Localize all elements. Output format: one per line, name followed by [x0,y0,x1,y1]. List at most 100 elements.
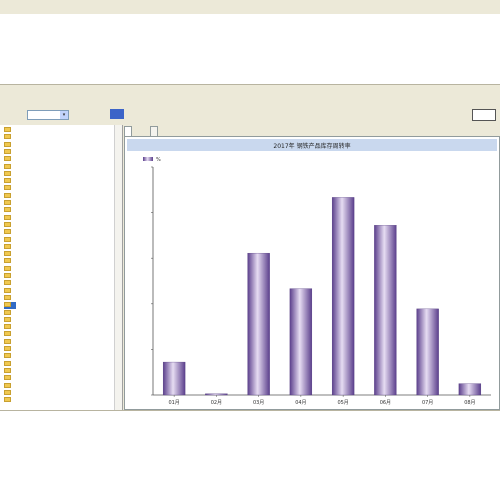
bar-chart: 2017年 钢铁产品库存周转率% 01月 02月 03月 04月 05月 06月 07月 08月 [127,139,497,406]
bar [162,361,186,396]
tree-item[interactable] [4,221,16,229]
chart-title-bar [127,139,497,151]
tree-item[interactable] [4,207,16,214]
folder-icon [4,207,11,213]
tree-item[interactable] [4,316,16,324]
app-window: ▾ 2017年 钢铁产品库存周转率% 01月 02月 03月 04月 05月 06月 07月 0… [0,84,500,411]
folder-icon [4,331,11,337]
folder-icon [4,382,11,388]
tree-item[interactable] [4,156,16,163]
folder-icon [4,163,11,169]
folder-icon [4,192,11,198]
folder-icon [4,287,11,293]
tree-item[interactable] [4,389,16,397]
export-button[interactable] [472,109,496,121]
folder-icon [4,178,11,184]
tree-item[interactable] [4,367,16,375]
tree-item[interactable] [4,127,16,134]
bar [331,197,355,396]
folder-icon [4,338,11,344]
tree-item[interactable] [4,382,16,390]
folder-icon [4,258,11,264]
folder-icon [4,214,11,220]
tree-item[interactable] [4,265,16,273]
folder-icon [4,273,11,278]
tree-scrollbar[interactable] [114,125,122,410]
tree-item[interactable] [4,214,16,222]
legend-label: % [156,157,161,163]
folder-icon [4,309,11,315]
x-tick-label: 08月 [464,400,475,406]
x-tick-label: 02月 [211,400,222,406]
tree-item[interactable] [4,302,16,310]
tree-item[interactable] [4,192,16,200]
x-tick-label: 06月 [380,400,391,406]
period-select[interactable]: ▾ [27,110,69,120]
bar [458,383,482,396]
tree-item[interactable] [4,324,16,331]
toolbar: ▾ [0,107,500,125]
folder-icon [4,294,11,300]
tree-item[interactable] [4,163,16,171]
tree-item[interactable] [4,360,16,368]
go-button[interactable] [110,109,124,119]
chevron-down-icon[interactable]: ▾ [60,111,68,119]
folder-icon [4,236,11,242]
tree-item[interactable] [4,309,16,317]
tree-item[interactable] [4,178,16,185]
window-titlebar [0,0,500,14]
tree-item[interactable] [4,397,16,404]
tree-item[interactable] [4,185,16,192]
folder-icon [4,170,11,176]
tree-item[interactable] [4,346,16,353]
chart-title: 2017年 钢铁产品库存周转率 [273,142,350,150]
folder-icon [4,127,11,132]
folder-icon [4,134,11,140]
tree-item[interactable] [4,331,16,338]
tree-item[interactable] [4,258,16,265]
tree-item[interactable] [4,148,16,156]
x-tick-label: 03月 [253,400,264,406]
tree-item[interactable] [4,141,16,149]
tree-item[interactable] [4,338,16,346]
folder-icon [4,397,11,403]
tree-item[interactable] [4,200,16,207]
x-tick-label: 01月 [168,400,179,406]
folder-icon [4,389,11,395]
folder-icon [4,280,11,286]
x-tick-label: 07月 [422,400,433,406]
folder-icon [4,221,11,227]
tree-item[interactable] [4,229,16,236]
tree-item[interactable] [4,134,16,141]
folder-icon [4,229,11,235]
tree-item[interactable] [4,170,16,178]
tree-item[interactable] [4,294,16,302]
folder-icon [4,302,11,308]
tree-item[interactable] [4,287,16,295]
folder-icon [4,156,11,162]
folder-icon [4,367,11,373]
folder-icon [4,141,11,147]
tree-item[interactable] [4,280,16,287]
tree-item[interactable] [4,243,16,251]
tree-item[interactable] [4,273,16,280]
x-tick-label: 04月 [295,400,306,406]
x-tick-label: 05月 [337,400,348,406]
category-tree [0,125,123,410]
folder-icon [4,353,11,359]
tree-item[interactable] [4,353,16,360]
folder-icon [4,148,11,154]
folder-icon [4,360,11,366]
bar [416,308,439,396]
folder-icon [4,316,11,322]
folder-icon [4,265,11,271]
chart-panel: 2017年 钢铁产品库存周转率% 01月 02月 03月 04月 05月 06月 07月 08月 [124,136,500,410]
tree-item[interactable] [4,251,16,258]
tree-item[interactable] [4,375,16,382]
folder-icon [4,251,11,257]
tree-item[interactable] [4,236,16,244]
folder-icon [4,346,11,351]
bar [247,252,270,396]
folder-icon [4,324,11,330]
bar [374,225,397,396]
